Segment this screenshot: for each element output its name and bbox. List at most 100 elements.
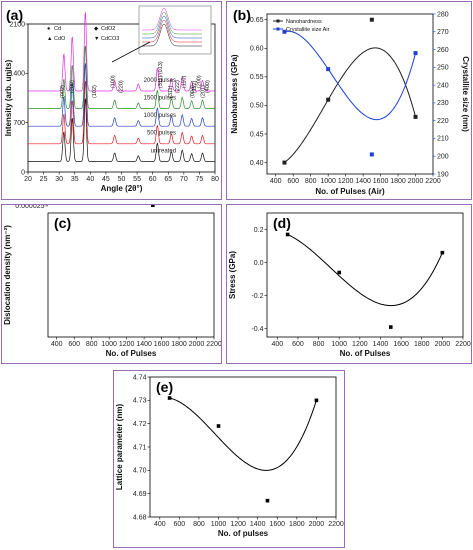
peak-label: (400) <box>205 80 211 93</box>
y-right-tick-label: 240 <box>437 82 449 89</box>
x-tick-label: 600 <box>68 341 80 348</box>
data-point <box>151 205 155 207</box>
x-tick-label: 800 <box>86 341 98 348</box>
panel-e: 400 600 800 1000 1200 1400 1600 1800 2000 2200 4.6… <box>113 370 345 548</box>
x-tick-label: 1200 <box>352 341 368 348</box>
y-axis-title: Intensity (arb. units) <box>4 59 13 136</box>
y-right-tick-label: 220 <box>437 118 449 125</box>
x-tick-label: 1800 <box>171 341 187 348</box>
y-tick-label: 0.000025 <box>15 205 44 210</box>
xrd-chart: 20 25 30 35 40 45 50 55 60 65 70 75 80 0 700 1400 2100 An… <box>4 5 219 193</box>
panel-d: 400 600 800 1000 1200 1400 1600 1800 2000 2200 -0.… <box>226 204 472 364</box>
x-tick-label: 2200 <box>328 521 344 528</box>
y-tick-label: -0.4 <box>251 326 263 333</box>
legend-entry: Cd <box>54 26 61 32</box>
nanohardness-point <box>369 17 374 22</box>
crystallite-point <box>282 29 287 34</box>
x-tick-label: 1200 <box>119 341 135 348</box>
plot-frame <box>149 376 337 518</box>
inset-line <box>141 7 202 31</box>
x-tick-label: 800 <box>305 178 317 185</box>
peak-label: (200) <box>70 80 76 93</box>
y-tick-label: 4.72 <box>133 421 147 428</box>
x-tick-label: 60 <box>149 176 157 183</box>
crystallite-curve <box>284 30 417 121</box>
x-tick-label: 400 <box>154 521 166 528</box>
x-tick-label: 1600 <box>373 178 389 185</box>
panel-label: (c) <box>54 215 71 231</box>
fit-curve <box>287 234 443 307</box>
y-tick-label: 0.60 <box>250 46 264 53</box>
x-tick-label: 65 <box>164 176 172 183</box>
x-tick-label: 2000 <box>189 341 205 348</box>
inset-line <box>141 19 202 43</box>
x-axis-title: No. of Pulses <box>340 349 391 358</box>
peak-label: (102) <box>92 85 98 98</box>
plot-frame <box>266 13 434 175</box>
data-point <box>314 398 319 403</box>
y-tick-label: 0.0 <box>254 260 264 267</box>
y-tick-label: 0.2 <box>254 227 264 234</box>
x-tick-label: 45 <box>102 176 110 183</box>
series-line <box>28 98 215 162</box>
x-tick-label: 2000 <box>309 521 325 528</box>
series-line <box>28 45 215 109</box>
y-tick-label: 0.50 <box>250 103 264 110</box>
panel-c: 400 600 800 1000 1200 1400 1600 1800 2000 2200 0.0… <box>1 204 222 364</box>
x-tick-label: 1600 <box>154 341 170 348</box>
x-tick-label: 400 <box>270 178 282 185</box>
y-tick-label: -0.2 <box>251 293 263 300</box>
legend-entry: CdO <box>54 36 66 42</box>
y-tick-label: 2100 <box>9 21 25 28</box>
x-tick-label: 20 <box>24 176 32 183</box>
y-tick-label: 1400 <box>9 71 25 78</box>
legend-marker <box>276 27 280 31</box>
data-point <box>440 250 445 255</box>
series-label: 500 pulses <box>147 131 176 137</box>
y-right-tick-label: 190 <box>437 171 449 178</box>
y-right-tick-label: 200 <box>437 154 449 161</box>
x-tick-label: 800 <box>313 341 325 348</box>
series-label: 2000 pulses <box>144 78 176 84</box>
legend-marker: ▼ <box>94 36 99 42</box>
y-right-tick-label: 260 <box>437 47 449 54</box>
y-right-tick-label: 250 <box>437 65 449 72</box>
x-tick-label: 1200 <box>338 178 354 185</box>
peak-label: (220) <box>119 80 125 93</box>
x-tick-label: 80 <box>211 176 219 183</box>
x-tick-label: 1400 <box>373 341 389 348</box>
data-point <box>388 325 393 329</box>
inset-line <box>141 23 202 47</box>
y-axis-title: Lattice parameter (nm) <box>115 404 124 491</box>
series-line <box>28 63 215 127</box>
plot-frame <box>266 212 464 338</box>
inset-line <box>141 11 202 35</box>
nanohardness-point <box>326 97 331 102</box>
crystallite-point <box>369 152 374 157</box>
x-tick-label: 400 <box>51 341 63 348</box>
panel-label: (b) <box>233 7 251 23</box>
x-tick-label: 55 <box>133 176 141 183</box>
y-axis-title: Dislocation density (nm⁻²) <box>3 225 12 325</box>
x-tick-label: 600 <box>174 521 186 528</box>
peak-label: (201) <box>200 85 206 98</box>
nanohardness-crystallite-chart: 400 600 800 1000 1200 1400 1600 1800 2000 2200 0.4… <box>230 7 470 196</box>
y-tick-label: 0.65 <box>250 17 264 24</box>
peak-label: (004) <box>190 85 196 98</box>
inset-line <box>141 15 202 39</box>
x-axis-title: No. of Pulses <box>106 349 157 358</box>
x-tick-label: 2200 <box>455 341 471 348</box>
x-tick-label: 1400 <box>250 521 266 528</box>
y-tick-label: 4.70 <box>133 468 147 475</box>
x-tick-label: 75 <box>196 176 204 183</box>
y-axis-title: Stress (GPa) <box>228 251 237 299</box>
peak-label: (222) <box>175 80 181 93</box>
x-tick-label: 800 <box>193 521 205 528</box>
y-tick-label: 4.71 <box>133 444 147 451</box>
series-label: 1000 pulses <box>144 113 176 119</box>
x-tick-label: 2200 <box>425 178 441 185</box>
panel-label: (d) <box>273 215 291 231</box>
data-point <box>337 270 342 275</box>
y-tick-label: 4.69 <box>133 491 147 498</box>
peak-label: (110) <box>181 76 187 89</box>
